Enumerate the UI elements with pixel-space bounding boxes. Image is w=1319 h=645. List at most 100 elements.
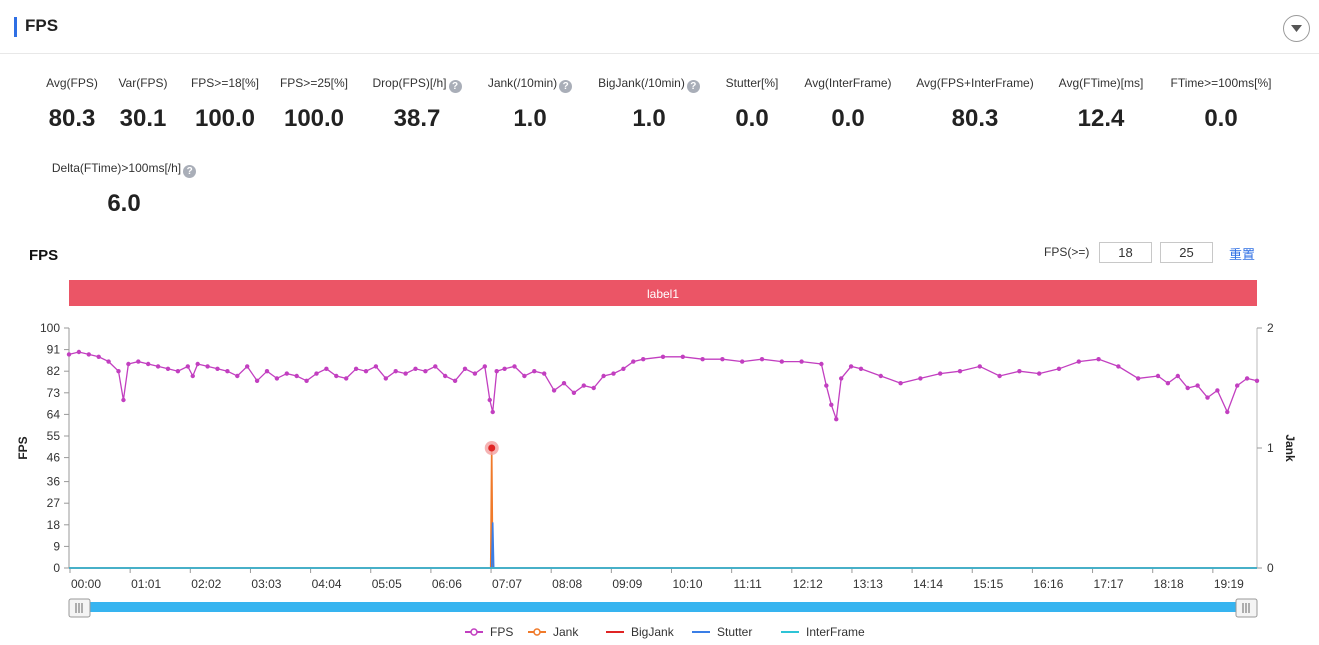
fps-point <box>601 373 606 379</box>
x-tick-label: 06:06 <box>432 577 462 591</box>
y-left-tick-label: 36 <box>47 475 61 489</box>
fps-point <box>190 373 195 379</box>
x-tick-label: 18:18 <box>1154 577 1184 591</box>
help-icon[interactable]: ? <box>448 80 462 93</box>
x-tick-label: 10:10 <box>672 577 702 591</box>
x-tick-label: 01:01 <box>131 577 161 591</box>
fps-point <box>195 361 200 367</box>
metric-label: FPS>=25[%] <box>234 75 394 91</box>
fps-point <box>472 371 478 376</box>
fps-threshold-input-1[interactable] <box>1099 242 1152 263</box>
metric-label: Delta(FTime)>100ms[/h]? <box>44 160 204 178</box>
fps-filter-label: FPS(>=) <box>1044 245 1090 259</box>
fps-threshold-input-2[interactable] <box>1160 242 1213 263</box>
help-icon[interactable]: ? <box>559 80 573 93</box>
fps-point <box>611 371 616 376</box>
fps-point <box>938 371 943 376</box>
fps-point <box>532 369 537 374</box>
fps-point <box>487 397 492 403</box>
metric-3: FPS>=25[%] 100.0 <box>234 75 394 133</box>
fps-point <box>621 366 626 371</box>
fps-point <box>1165 381 1171 386</box>
fps-point <box>294 373 299 379</box>
fps-point <box>1225 409 1230 415</box>
metric-value: 0.0 <box>1204 105 1238 132</box>
fps-point <box>591 385 596 391</box>
metric-label-text: FPS>=25[%] <box>279 76 349 90</box>
x-tick-label: 12:12 <box>793 577 823 591</box>
metric-label: Avg(FTime)[ms] <box>1021 75 1181 91</box>
help-icon[interactable]: ? <box>183 165 197 178</box>
legend-label-stutter: Stutter <box>717 625 752 639</box>
fps-point <box>413 366 418 371</box>
x-tick-label: 04:04 <box>312 577 342 591</box>
fps-point <box>146 361 151 367</box>
fps-point <box>1136 376 1141 381</box>
metric-label: FPS>=18[%] <box>145 75 305 91</box>
metric-label: Jank(/10min)? <box>450 75 610 93</box>
x-tick-label: 00:00 <box>71 577 101 591</box>
fps-point <box>551 388 557 393</box>
fps-point <box>819 361 824 367</box>
metric-11: FTime>=100ms[%] 0.0 <box>1141 75 1301 133</box>
metric-value: 1.0 <box>632 105 666 132</box>
y-right-tick-label: 0 <box>1267 561 1274 575</box>
series-line-jank <box>69 447 1257 569</box>
fps-point <box>334 373 339 379</box>
fps-point <box>977 364 982 369</box>
fps-point <box>494 369 499 374</box>
range-slider-track[interactable] <box>80 602 1247 612</box>
fps-point <box>571 390 577 395</box>
metric-label-text: Avg(InterFrame) <box>804 76 892 90</box>
fps-point <box>641 357 646 362</box>
chevron-down-icon <box>1291 25 1302 32</box>
fps-point <box>1254 378 1260 383</box>
fps-chart: label1 0 9 18 27 36 46 55 64 73 82 91 100 0 1 2 00:00 01:… <box>16 280 1297 639</box>
fps-point <box>878 373 883 379</box>
y-right-tick-label: 1 <box>1267 441 1274 455</box>
metric-10: Avg(FTime)[ms] 12.4 <box>1021 75 1181 133</box>
series-line-stutter <box>69 522 1257 569</box>
fps-point <box>324 366 329 371</box>
jank-marker[interactable] <box>488 444 496 452</box>
label-band[interactable] <box>69 280 1257 306</box>
fps-point <box>353 366 359 371</box>
fps-point <box>799 359 804 364</box>
fps-point <box>1185 385 1190 391</box>
fps-point <box>1205 395 1210 400</box>
metric-label-text: Avg(FPS+InterFrame) <box>916 76 1034 90</box>
fps-point <box>490 409 495 415</box>
metric-label-text: Avg(FPS) <box>46 76 98 90</box>
x-tick-label: 09:09 <box>612 577 642 591</box>
fps-point <box>175 369 181 374</box>
fps-point <box>779 359 784 364</box>
fps-point <box>373 364 379 369</box>
metric-label-text: Jank(/10min) <box>487 76 558 90</box>
x-tick-label: 17:17 <box>1094 577 1124 591</box>
help-icon[interactable]: ? <box>686 80 700 93</box>
collapse-button[interactable] <box>1283 15 1310 42</box>
fps-point <box>96 354 101 359</box>
y-left-tick-label: 100 <box>40 321 60 335</box>
fps-point <box>834 417 839 422</box>
fps-point <box>304 378 309 383</box>
fps-point <box>680 354 685 359</box>
fps-point <box>245 364 250 369</box>
metric-value: 80.3 <box>951 105 999 132</box>
metric-value: 100.0 <box>194 105 256 132</box>
reset-link[interactable]: 重置 <box>1229 247 1256 262</box>
metric-label: Var(FPS) <box>63 75 223 91</box>
metric-5: Jank(/10min)? 1.0 <box>450 75 610 133</box>
fps-point <box>829 402 834 407</box>
fps-point <box>66 352 72 357</box>
fps-point <box>165 366 171 371</box>
y-right-tick-label: 2 <box>1267 321 1274 335</box>
x-tick-label: 11:11 <box>734 577 763 591</box>
y-right-axis-title: Jank <box>1283 434 1297 462</box>
fps-point <box>452 378 458 383</box>
metric-9: Avg(FPS+InterFrame) 80.3 <box>895 75 1055 133</box>
fps-point <box>522 373 527 379</box>
x-tick-label: 02:02 <box>191 577 221 591</box>
legend-label-jank: Jank <box>553 625 579 639</box>
metric-value: 80.3 <box>48 105 96 132</box>
